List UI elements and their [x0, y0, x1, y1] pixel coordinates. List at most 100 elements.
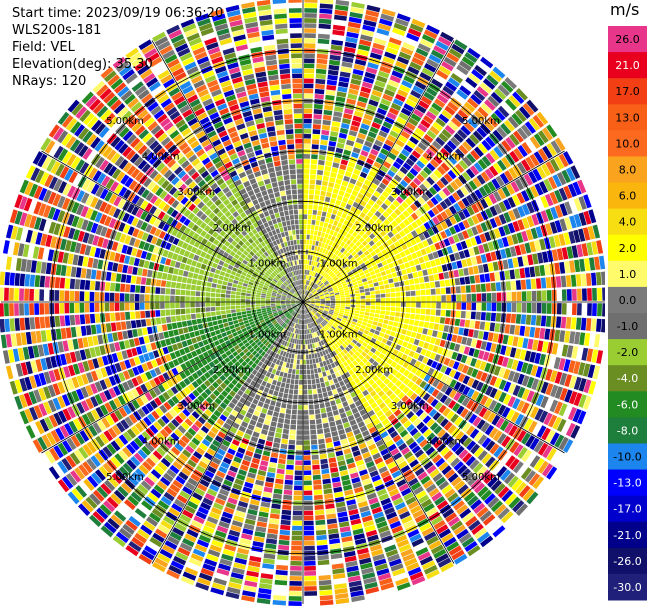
velocity-bin — [373, 317, 379, 322]
velocity-bin — [371, 354, 378, 360]
velocity-bin — [584, 333, 591, 346]
velocity-bin — [506, 235, 514, 246]
velocity-bin — [413, 177, 422, 186]
velocity-bin — [380, 125, 390, 134]
velocity-bin — [429, 422, 439, 431]
velocity-bin — [306, 244, 309, 250]
velocity-bin — [322, 265, 326, 271]
velocity-bin — [333, 111, 343, 118]
velocity-bin — [330, 400, 336, 406]
velocity-bin — [471, 302, 477, 311]
velocity-bin — [571, 245, 579, 258]
velocity-bin — [268, 462, 277, 468]
velocity-bin — [456, 405, 465, 415]
velocity-bin — [338, 339, 344, 345]
velocity-bin — [313, 308, 318, 312]
velocity-bin — [356, 342, 362, 348]
velocity-bin — [304, 279, 306, 285]
velocity-bin — [303, 295, 306, 300]
velocity-bin — [312, 283, 316, 288]
velocity-bin — [321, 412, 327, 419]
velocity-bin — [465, 311, 471, 319]
velocity-bin — [360, 295, 366, 299]
velocity-bin — [339, 310, 345, 313]
velocity-bin — [475, 284, 481, 293]
velocity-bin — [337, 137, 346, 144]
velocity-bin — [303, 295, 305, 300]
velocity-bin — [526, 291, 532, 301]
velocity-bin — [421, 67, 434, 77]
velocity-bin — [427, 228, 435, 237]
velocity-bin — [304, 329, 307, 335]
velocity-bin — [307, 374, 311, 380]
velocity-bin — [361, 278, 368, 283]
velocity-bin — [315, 304, 320, 307]
velocity-bin — [393, 452, 403, 461]
velocity-bin — [474, 404, 483, 415]
velocity-bin — [457, 129, 468, 140]
velocity-bin — [418, 277, 425, 283]
velocity-bin — [340, 300, 346, 302]
velocity-bin — [530, 364, 538, 377]
velocity-bin — [330, 472, 340, 478]
velocity-bin — [334, 310, 339, 314]
velocity-bin — [528, 473, 541, 486]
velocity-bin — [320, 264, 324, 270]
velocity-bin — [467, 117, 479, 129]
velocity-bin — [372, 360, 379, 367]
velocity-bin — [530, 315, 537, 326]
velocity-bin — [421, 527, 434, 537]
velocity-bin — [319, 3, 333, 9]
velocity-bin — [270, 421, 277, 427]
velocity-bin — [480, 283, 486, 292]
velocity-bin — [463, 328, 469, 337]
velocity-bin — [420, 248, 427, 256]
velocity-bin — [375, 240, 382, 247]
velocity-bin — [411, 302, 416, 308]
velocity-bin — [330, 553, 343, 560]
velocity-bin — [586, 348, 594, 362]
velocity-bin — [305, 259, 308, 265]
velocity-bin — [405, 98, 417, 108]
velocity-bin — [583, 379, 592, 394]
velocity-bin — [550, 384, 559, 398]
velocity-bin — [516, 291, 522, 302]
velocity-bin — [561, 344, 569, 357]
velocity-bin — [386, 239, 394, 246]
velocity-bin — [312, 309, 317, 313]
velocity-bin — [320, 134, 329, 141]
velocity-bin — [484, 322, 491, 331]
velocity-bin — [322, 313, 327, 317]
velocity-bin — [362, 389, 369, 397]
velocity-bin — [365, 9, 380, 18]
velocity-bin — [504, 324, 511, 334]
velocity-bin — [425, 246, 432, 254]
velocity-bin — [304, 581, 317, 586]
velocity-bin — [319, 283, 324, 288]
velocity-bin — [354, 400, 362, 407]
velocity-bin — [569, 375, 577, 389]
velocity-bin — [490, 479, 502, 492]
velocity-bin — [359, 409, 367, 416]
velocity-bin — [387, 461, 397, 470]
velocity-bin — [393, 277, 399, 283]
velocity-bin — [539, 410, 549, 423]
velocity-bin — [332, 313, 338, 317]
velocity-bin — [315, 296, 320, 299]
velocity-bin — [501, 186, 511, 198]
velocity-bin — [351, 347, 357, 353]
velocity-bin — [337, 511, 348, 518]
velocity-bin — [385, 306, 391, 311]
velocity-bin — [341, 255, 347, 261]
velocity-bin — [444, 488, 456, 499]
velocity-bin — [355, 299, 361, 302]
velocity-bin — [377, 206, 385, 214]
velocity-bin — [337, 245, 343, 251]
velocity-bin — [423, 91, 435, 101]
velocity-bin — [298, 390, 303, 395]
velocity-bin — [363, 348, 370, 354]
velocity-bin — [517, 337, 524, 348]
velocity-bin — [399, 230, 406, 238]
velocity-bin — [382, 56, 395, 65]
velocity-bin — [370, 294, 376, 299]
